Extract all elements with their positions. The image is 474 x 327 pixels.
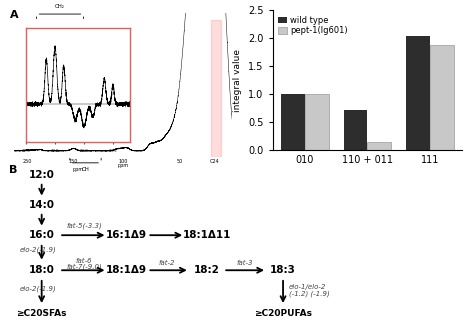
Text: 250: 250 <box>23 160 32 164</box>
Text: 12:0: 12:0 <box>29 170 55 180</box>
Text: fat-3: fat-3 <box>237 260 254 266</box>
Legend: wild type, pept-1(lg601): wild type, pept-1(lg601) <box>277 14 349 37</box>
Text: ppm: ppm <box>73 167 84 172</box>
Text: fat-7(-9.0): fat-7(-9.0) <box>66 263 102 270</box>
Text: C24: C24 <box>210 160 219 164</box>
Text: 150: 150 <box>69 160 78 164</box>
Bar <box>211 20 221 157</box>
Text: 50: 50 <box>177 160 183 164</box>
Text: elo-1/elo-2: elo-1/elo-2 <box>289 284 326 290</box>
Text: ≥C20PUFAs: ≥C20PUFAs <box>254 309 312 318</box>
Bar <box>406 36 430 150</box>
Text: elo-2(-1.9): elo-2(-1.9) <box>19 285 56 292</box>
Text: 100: 100 <box>118 160 128 164</box>
Text: CH₂: CH₂ <box>55 5 65 9</box>
Text: 18:2: 18:2 <box>194 265 220 275</box>
Text: ≥C20SFAs: ≥C20SFAs <box>17 309 67 318</box>
Bar <box>281 94 305 150</box>
Text: 18:0: 18:0 <box>29 265 55 275</box>
Bar <box>305 94 328 150</box>
Bar <box>430 45 454 150</box>
Text: 18:3: 18:3 <box>270 265 296 275</box>
Text: (-1.2) (-1.9): (-1.2) (-1.9) <box>289 290 329 297</box>
Text: A: A <box>9 10 18 20</box>
Text: B: B <box>9 165 18 175</box>
Text: ppm: ppm <box>118 163 129 168</box>
Y-axis label: integral value: integral value <box>234 49 243 112</box>
Text: 16:0: 16:0 <box>29 230 55 240</box>
Bar <box>367 142 391 150</box>
Text: 14:0: 14:0 <box>28 200 55 210</box>
Text: fat-6: fat-6 <box>76 258 92 264</box>
Text: elo-2(-1.9): elo-2(-1.9) <box>19 246 56 253</box>
Bar <box>344 110 367 150</box>
Text: fat-2: fat-2 <box>159 260 175 266</box>
Text: 16:1Δ9: 16:1Δ9 <box>106 230 147 240</box>
Text: CH: CH <box>82 167 90 172</box>
Text: fat-5(-3.3): fat-5(-3.3) <box>66 223 102 229</box>
Text: 18:1Δ9: 18:1Δ9 <box>106 265 147 275</box>
Text: 18:1Δ11: 18:1Δ11 <box>183 230 231 240</box>
